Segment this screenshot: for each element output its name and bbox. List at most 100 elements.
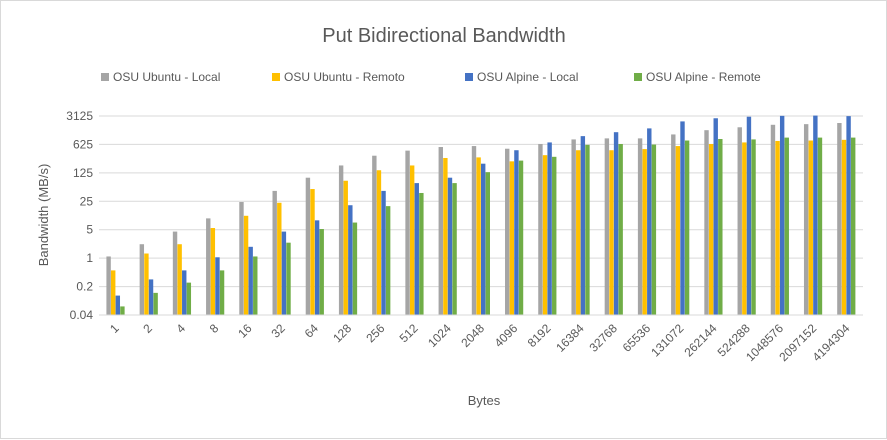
x-tick-label: 262144 xyxy=(681,321,719,359)
y-tick-label: 625 xyxy=(73,137,93,151)
y-tick-label: 1 xyxy=(86,251,93,265)
x-tick-label: 16384 xyxy=(553,321,587,355)
bar xyxy=(542,155,548,315)
bar xyxy=(319,229,324,315)
x-tick-label: 8 xyxy=(207,321,222,336)
bar xyxy=(803,124,809,316)
bar xyxy=(343,180,348,315)
bar xyxy=(376,170,382,315)
bar xyxy=(239,202,244,315)
bar xyxy=(675,146,681,315)
bar xyxy=(120,306,125,315)
y-axis-ticks: 0.04 0.2 1 5 25 125 625 3125 xyxy=(66,109,93,322)
x-tick-label: 4 xyxy=(174,321,189,336)
x-tick-label: 2048 xyxy=(458,321,487,350)
bar xyxy=(153,292,158,315)
bar xyxy=(372,155,377,315)
x-tick-label: 64 xyxy=(302,321,322,341)
legend-swatch xyxy=(101,73,109,81)
bar xyxy=(281,231,287,315)
bar xyxy=(742,142,747,315)
bar xyxy=(613,132,619,315)
bar xyxy=(177,244,182,315)
x-axis-ticks: 1 2 4 8 16 32 64 128 256 512 1024 2048 4096 8192 16384… xyxy=(107,321,853,364)
bar xyxy=(381,190,386,315)
bar xyxy=(310,189,315,315)
bar xyxy=(547,142,552,315)
legend-label: OSU Ubuntu - Remoto xyxy=(284,70,405,84)
bar xyxy=(704,130,709,315)
bar xyxy=(680,121,685,315)
bar xyxy=(272,190,277,315)
x-tick-label: 4096 xyxy=(492,321,521,350)
bar xyxy=(452,183,457,315)
bar xyxy=(808,140,813,315)
bar xyxy=(509,161,515,315)
bar xyxy=(850,137,856,315)
bar xyxy=(837,123,842,316)
legend-swatch xyxy=(465,73,473,81)
bar xyxy=(277,202,282,315)
x-tick-label: 1024 xyxy=(425,321,454,350)
x-tick-label: 16 xyxy=(235,321,255,341)
x-tick-label: 512 xyxy=(397,321,421,345)
x-axis-title: Bytes xyxy=(468,393,501,408)
bar xyxy=(585,144,590,315)
y-tick-label: 25 xyxy=(80,194,94,208)
bar xyxy=(485,172,490,315)
bar xyxy=(514,150,519,315)
bar xyxy=(538,144,543,315)
legend-label: OSU Alpine - Local xyxy=(477,70,578,84)
bar xyxy=(552,156,557,315)
bar xyxy=(338,165,344,315)
bar xyxy=(779,115,785,315)
bar xyxy=(286,242,291,315)
bar xyxy=(647,128,652,315)
bar xyxy=(405,150,410,315)
bar xyxy=(651,144,657,315)
bar xyxy=(148,279,154,315)
bar xyxy=(571,139,576,315)
bar xyxy=(775,140,780,315)
bar xyxy=(746,116,752,315)
bar xyxy=(841,139,847,315)
x-tick-label: 131072 xyxy=(648,321,686,359)
bar xyxy=(438,147,443,315)
bar xyxy=(637,138,643,315)
bar xyxy=(813,115,818,315)
x-tick-label: 4194304 xyxy=(810,321,853,364)
bar xyxy=(708,144,714,315)
bar xyxy=(139,244,145,315)
bar xyxy=(243,215,249,315)
bar xyxy=(409,165,415,315)
bar xyxy=(671,134,676,315)
bar xyxy=(248,246,253,315)
bar xyxy=(253,256,258,315)
bar xyxy=(481,163,486,315)
bar xyxy=(784,137,789,315)
bar xyxy=(314,220,320,315)
legend-swatch xyxy=(272,73,280,81)
legend-label: OSU Alpine - Remote xyxy=(646,70,761,84)
x-tick-label: 256 xyxy=(363,321,387,345)
legend: OSU Ubuntu - Local OSU Ubuntu - Remoto OSU… xyxy=(101,70,761,84)
bar xyxy=(106,256,111,315)
bar xyxy=(172,231,178,315)
bar xyxy=(447,177,453,315)
bar xyxy=(182,270,187,315)
x-tick-label: 2 xyxy=(140,321,155,336)
bar xyxy=(505,148,510,315)
bar xyxy=(770,124,776,315)
chart-title: Put Bidirectional Bandwidth xyxy=(322,25,565,47)
bar xyxy=(414,183,419,315)
bar xyxy=(609,150,614,315)
bar xyxy=(476,157,481,315)
legend-label: OSU Ubuntu - Local xyxy=(113,70,220,84)
bar xyxy=(215,257,220,315)
legend-swatch xyxy=(634,73,642,81)
bar xyxy=(580,136,586,315)
bar xyxy=(419,192,424,315)
bar xyxy=(305,177,311,315)
